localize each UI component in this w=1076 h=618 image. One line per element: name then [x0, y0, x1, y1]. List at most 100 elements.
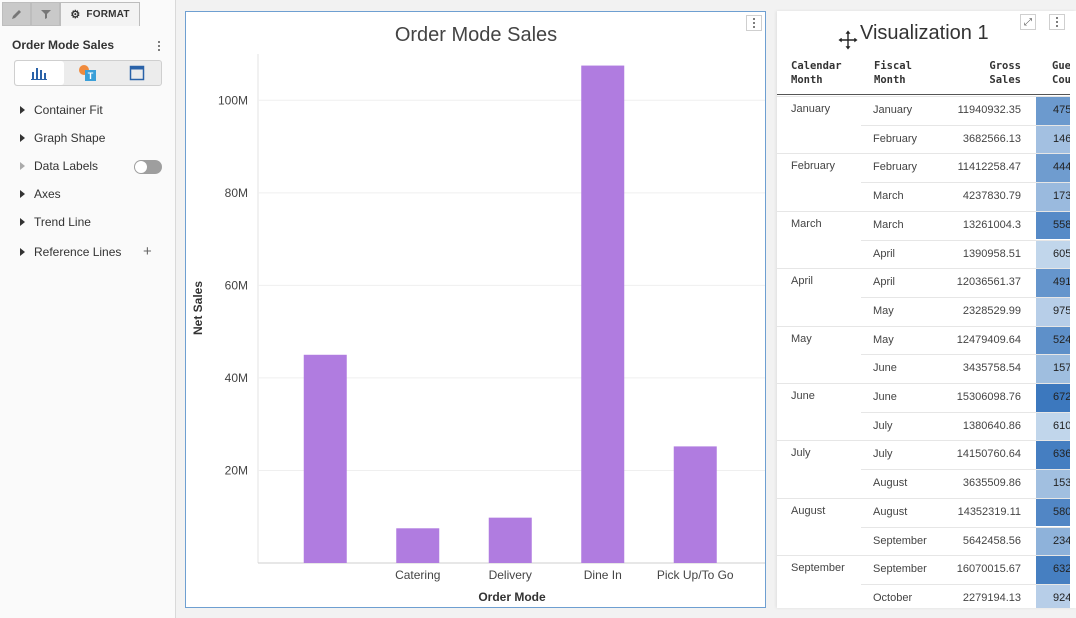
fiscal-month-cell: April — [873, 247, 896, 260]
gross-sales-cell: 12479409.64 — [956, 333, 1021, 346]
table-row[interactable]: September 16070015.67 6322 — [861, 555, 1076, 584]
x-axis-label: Order Mode — [478, 590, 546, 604]
chart-title: Order Mode Sales — [395, 24, 557, 46]
gross-sales-cell: 2328529.99 — [962, 304, 1021, 317]
table-row[interactable]: June 15306098.76 6724 — [861, 383, 1076, 412]
table-row[interactable]: August 14352319.11 5802 — [861, 497, 1076, 527]
table-row[interactable]: March 13261004.3 5585 — [861, 210, 1076, 240]
table-row[interactable]: February 11412258.47 4448 — [861, 153, 1076, 183]
gross-sales-cell: 11940932.35 — [957, 104, 1021, 116]
table-row[interactable]: July 14150760.64 6363 — [861, 440, 1076, 470]
panel-tabbar: ⚙ FORMAT — [0, 2, 176, 26]
expand-icon[interactable]: ⤢ — [1020, 14, 1036, 30]
table-row[interactable]: April 1390958.51 605 — [861, 239, 1076, 269]
table-row[interactable]: August 3635509.86 1530 — [861, 469, 1076, 498]
bars — [303, 65, 717, 563]
panel-title: Order Mode Sales — [12, 38, 115, 52]
data-labels-toggle[interactable] — [134, 160, 162, 174]
gross-sales-cell: 11412258.47 — [957, 161, 1021, 174]
table-row[interactable]: July 1380640.86 610 — [861, 411, 1076, 441]
fiscal-month-cell: April — [873, 276, 896, 289]
table-right-edge — [1070, 11, 1076, 608]
table-more-menu-icon[interactable] — [1049, 14, 1065, 30]
fiscal-month-cell: January — [873, 104, 913, 116]
calendar-month-cell: March — [777, 210, 861, 268]
tab-edit[interactable] — [2, 2, 31, 26]
bar-dine-in[interactable] — [581, 65, 625, 563]
x-tick-label: Catering — [395, 568, 440, 582]
chart-card[interactable]: Order Mode Sales Net Sales Order Mode 20… — [185, 11, 766, 608]
guest-count-cell: 924 — [1036, 584, 1076, 608]
table-card[interactable]: Visualization 1 ⤢ Calendar Month Fiscal … — [777, 11, 1076, 608]
header-guest-count[interactable]: Gue Cou — [1052, 60, 1071, 86]
gross-sales-cell: 15306098.76 — [956, 391, 1021, 403]
view-type-switch: T — [14, 60, 162, 86]
panel-more-menu-icon[interactable] — [154, 38, 164, 54]
table-row[interactable]: March 4237830.79 1735 — [861, 182, 1076, 211]
add-reference-line-button[interactable]: + — [143, 243, 152, 260]
move-icon[interactable] — [837, 29, 859, 51]
header-gross-sales[interactable]: Gross Sales — [989, 60, 1021, 86]
table-row[interactable]: May 2328529.99 975 — [861, 296, 1076, 326]
panel-icon — [129, 65, 144, 81]
gross-sales-cell: 14150760.64 — [956, 448, 1021, 461]
section-axes[interactable]: Axes — [20, 186, 61, 202]
x-tick-label: Pick Up/To Go — [657, 568, 734, 582]
caret-right-icon — [20, 248, 25, 256]
table-row[interactable]: April 12036561.37 4918 — [861, 268, 1076, 297]
table-row[interactable]: September 5642458.56 2341 — [861, 526, 1076, 556]
section-label: Data Labels — [34, 159, 99, 173]
section-label: Axes — [34, 187, 61, 201]
bar-blank[interactable] — [303, 354, 347, 563]
table-row[interactable]: May 12479409.64 5240 — [861, 325, 1076, 355]
table-row[interactable]: January 11940932.35 4756 — [861, 96, 1076, 125]
bar-delivery[interactable] — [488, 517, 532, 563]
header-calendar-month[interactable]: Calendar Month — [791, 60, 842, 86]
guest-count-cell: 1570 — [1036, 355, 1076, 383]
text-format-view-button[interactable]: T — [64, 61, 113, 85]
section-reference-lines[interactable]: Reference Lines — [20, 244, 121, 260]
guest-count-cell: 610 — [1036, 412, 1076, 441]
fiscal-month-cell: August — [873, 477, 908, 490]
guest-count-cell: 1735 — [1036, 183, 1076, 211]
caret-right-icon — [20, 162, 25, 170]
fiscal-month-cell: March — [873, 190, 904, 203]
table-row[interactable]: October 2279194.13 924 — [861, 583, 1076, 608]
section-graph-shape[interactable]: Graph Shape — [20, 130, 105, 146]
x-tick-label: Dine In — [584, 568, 622, 582]
section-data-labels[interactable]: Data Labels — [20, 158, 98, 174]
guest-count-cell: 2341 — [1036, 527, 1076, 556]
tab-format[interactable]: ⚙ FORMAT — [60, 2, 140, 26]
fiscal-month-cell: June — [873, 391, 897, 403]
section-label: Container Fit — [34, 103, 103, 117]
calendar-month-cell: August — [777, 497, 861, 555]
guest-count-cell: 1530 — [1036, 470, 1076, 498]
gross-sales-cell: 3635509.86 — [962, 477, 1021, 490]
fiscal-month-cell: July — [873, 419, 893, 432]
chart-more-menu-icon[interactable] — [746, 15, 762, 31]
gross-sales-cell: 3435758.54 — [962, 362, 1021, 375]
section-container-fit[interactable]: Container Fit — [20, 102, 103, 118]
gear-icon: ⚙ — [70, 9, 81, 21]
fiscal-month-cell: September — [873, 563, 927, 576]
y-axis-label: Net Sales — [191, 281, 205, 335]
header-fiscal-month[interactable]: Fiscal Month — [874, 60, 912, 86]
bar-pick-up-to-go[interactable] — [673, 446, 717, 563]
text-format-icon: T — [79, 65, 96, 81]
guest-count-cell: 4448 — [1036, 154, 1076, 183]
y-tick-label: 60M — [225, 278, 248, 292]
table-row[interactable]: February 3682566.13 1468 — [861, 124, 1076, 154]
bar-chart-view-button[interactable] — [15, 61, 64, 85]
bar-catering[interactable] — [396, 528, 440, 563]
section-label: Reference Lines — [34, 245, 122, 259]
panel-view-button[interactable] — [112, 61, 161, 85]
y-tick-label: 20M — [225, 463, 248, 477]
y-tick-labels: 20M 40M 60M 80M 100M — [218, 93, 248, 477]
gross-sales-cell: 12036561.37 — [956, 276, 1021, 289]
guest-count-cell: 975 — [1036, 297, 1076, 326]
section-trend-line[interactable]: Trend Line — [20, 214, 91, 230]
caret-right-icon — [20, 106, 25, 114]
gross-sales-cell: 5642458.56 — [962, 534, 1021, 547]
table-row[interactable]: June 3435758.54 1570 — [861, 354, 1076, 383]
tab-filter[interactable] — [31, 2, 60, 26]
